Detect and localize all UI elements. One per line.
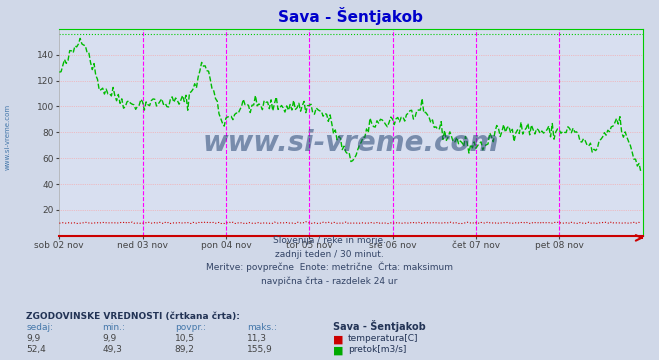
- Text: 155,9: 155,9: [247, 345, 273, 354]
- Text: pretok[m3/s]: pretok[m3/s]: [348, 345, 407, 354]
- Text: maks.:: maks.:: [247, 324, 277, 333]
- Text: min.:: min.:: [102, 324, 125, 333]
- Text: 9,9: 9,9: [26, 334, 41, 343]
- Text: Slovenija / reke in morje.: Slovenija / reke in morje.: [273, 236, 386, 245]
- Text: sedaj:: sedaj:: [26, 324, 53, 333]
- Text: povpr.:: povpr.:: [175, 324, 206, 333]
- Text: 11,3: 11,3: [247, 334, 267, 343]
- Text: ZGODOVINSKE VREDNOSTI (črtkana črta):: ZGODOVINSKE VREDNOSTI (črtkana črta):: [26, 312, 241, 321]
- Text: 52,4: 52,4: [26, 345, 46, 354]
- Text: ■: ■: [333, 334, 343, 345]
- Text: 89,2: 89,2: [175, 345, 194, 354]
- Text: www.si-vreme.com: www.si-vreme.com: [203, 129, 499, 157]
- Text: Meritve: povprečne  Enote: metrične  Črta: maksimum: Meritve: povprečne Enote: metrične Črta:…: [206, 262, 453, 273]
- Text: zadnji teden / 30 minut.: zadnji teden / 30 minut.: [275, 250, 384, 259]
- Text: Sava - Šentjakob: Sava - Šentjakob: [333, 320, 426, 333]
- Text: navpična črta - razdelek 24 ur: navpična črta - razdelek 24 ur: [262, 276, 397, 286]
- Text: temperatura[C]: temperatura[C]: [348, 334, 418, 343]
- Text: www.si-vreme.com: www.si-vreme.com: [5, 104, 11, 170]
- Text: 10,5: 10,5: [175, 334, 194, 343]
- Title: Sava - Šentjakob: Sava - Šentjakob: [279, 7, 423, 25]
- Text: ■: ■: [333, 345, 343, 355]
- Text: 9,9: 9,9: [102, 334, 117, 343]
- Text: 49,3: 49,3: [102, 345, 122, 354]
